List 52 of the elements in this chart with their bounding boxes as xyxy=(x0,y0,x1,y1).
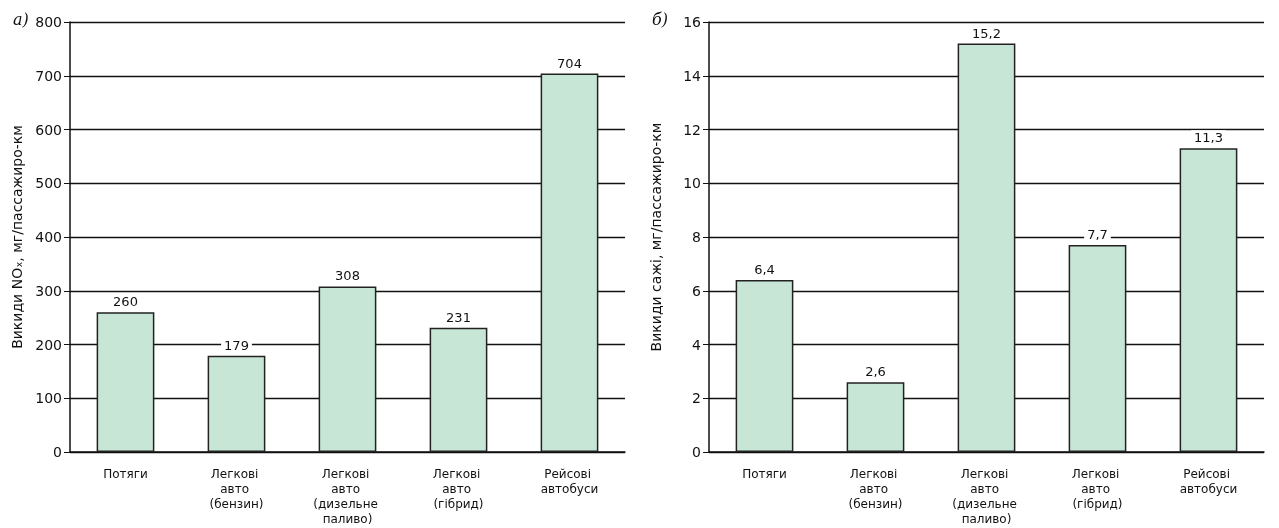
y-tick-label: 700 xyxy=(35,67,62,84)
bar xyxy=(1179,148,1238,452)
y-axis-title: Викиди NOₓ, мг/пассажиро-км xyxy=(9,125,25,349)
bar xyxy=(429,327,488,452)
bar xyxy=(846,382,905,452)
y-tick-label: 200 xyxy=(35,336,62,353)
x-tick-label: Рейсові автобуси xyxy=(1179,466,1238,496)
x-tick-label: Легкові авто (гібрид) xyxy=(432,466,485,511)
y-tick-label: 14 xyxy=(683,67,702,84)
y-tick-label: 400 xyxy=(35,229,62,245)
x-tick-label: Потяги xyxy=(742,466,787,481)
data-label: 260 xyxy=(113,294,138,310)
y-tick-label: 12 xyxy=(683,121,701,138)
y-tick-label: 6 xyxy=(692,282,702,299)
data-label: 2,6 xyxy=(865,364,886,380)
y-tick-label: 0 xyxy=(53,444,62,460)
y-tick-label: 300 xyxy=(35,282,62,299)
bar xyxy=(540,73,599,452)
y-tick-label: 8 xyxy=(692,229,701,245)
x-tick-label: Легкові авто (дизельне паливо) xyxy=(952,466,1021,526)
data-label: 15,2 xyxy=(972,25,1001,41)
x-tick-label: Легкові авто (бензин) xyxy=(848,466,903,511)
bar xyxy=(318,286,377,452)
y-tick-label: 10 xyxy=(683,175,701,192)
data-label: 7,7 xyxy=(1087,227,1108,243)
bar xyxy=(96,312,155,452)
chart-title: а) xyxy=(13,9,29,29)
x-tick-label: Рейсові автобуси xyxy=(540,466,599,496)
y-tick-label: 2 xyxy=(692,390,701,407)
bar xyxy=(735,280,794,452)
data-label: 704 xyxy=(557,55,582,71)
chart-title: б) xyxy=(652,9,669,29)
x-tick-label: Легкові авто (дизельне паливо) xyxy=(313,466,382,526)
y-tick-label: 16 xyxy=(683,14,702,30)
data-label: 308 xyxy=(335,268,360,284)
y-tick-label: 4 xyxy=(692,336,702,353)
data-label: 11,3 xyxy=(1194,130,1223,146)
x-tick-label: Легкові авто (бензин) xyxy=(209,466,264,511)
x-tick-label: Легкові авто (гібрид) xyxy=(1071,466,1124,511)
y-tick-label: 600 xyxy=(35,121,62,138)
y-tick-label: 100 xyxy=(35,390,62,407)
data-label: 6,4 xyxy=(754,262,775,277)
bar xyxy=(1068,245,1127,452)
bar xyxy=(207,355,266,452)
y-tick-label: 500 xyxy=(35,175,62,192)
y-axis-title: Викиди сажі, мг/пассажиро-км xyxy=(648,122,664,352)
y-tick-label: 0 xyxy=(692,444,701,460)
data-label: 231 xyxy=(446,309,471,325)
x-tick-label: Потяги xyxy=(103,466,148,481)
data-label: 179 xyxy=(224,337,249,353)
y-tick-label: 800 xyxy=(35,14,62,30)
bar xyxy=(957,43,1016,452)
